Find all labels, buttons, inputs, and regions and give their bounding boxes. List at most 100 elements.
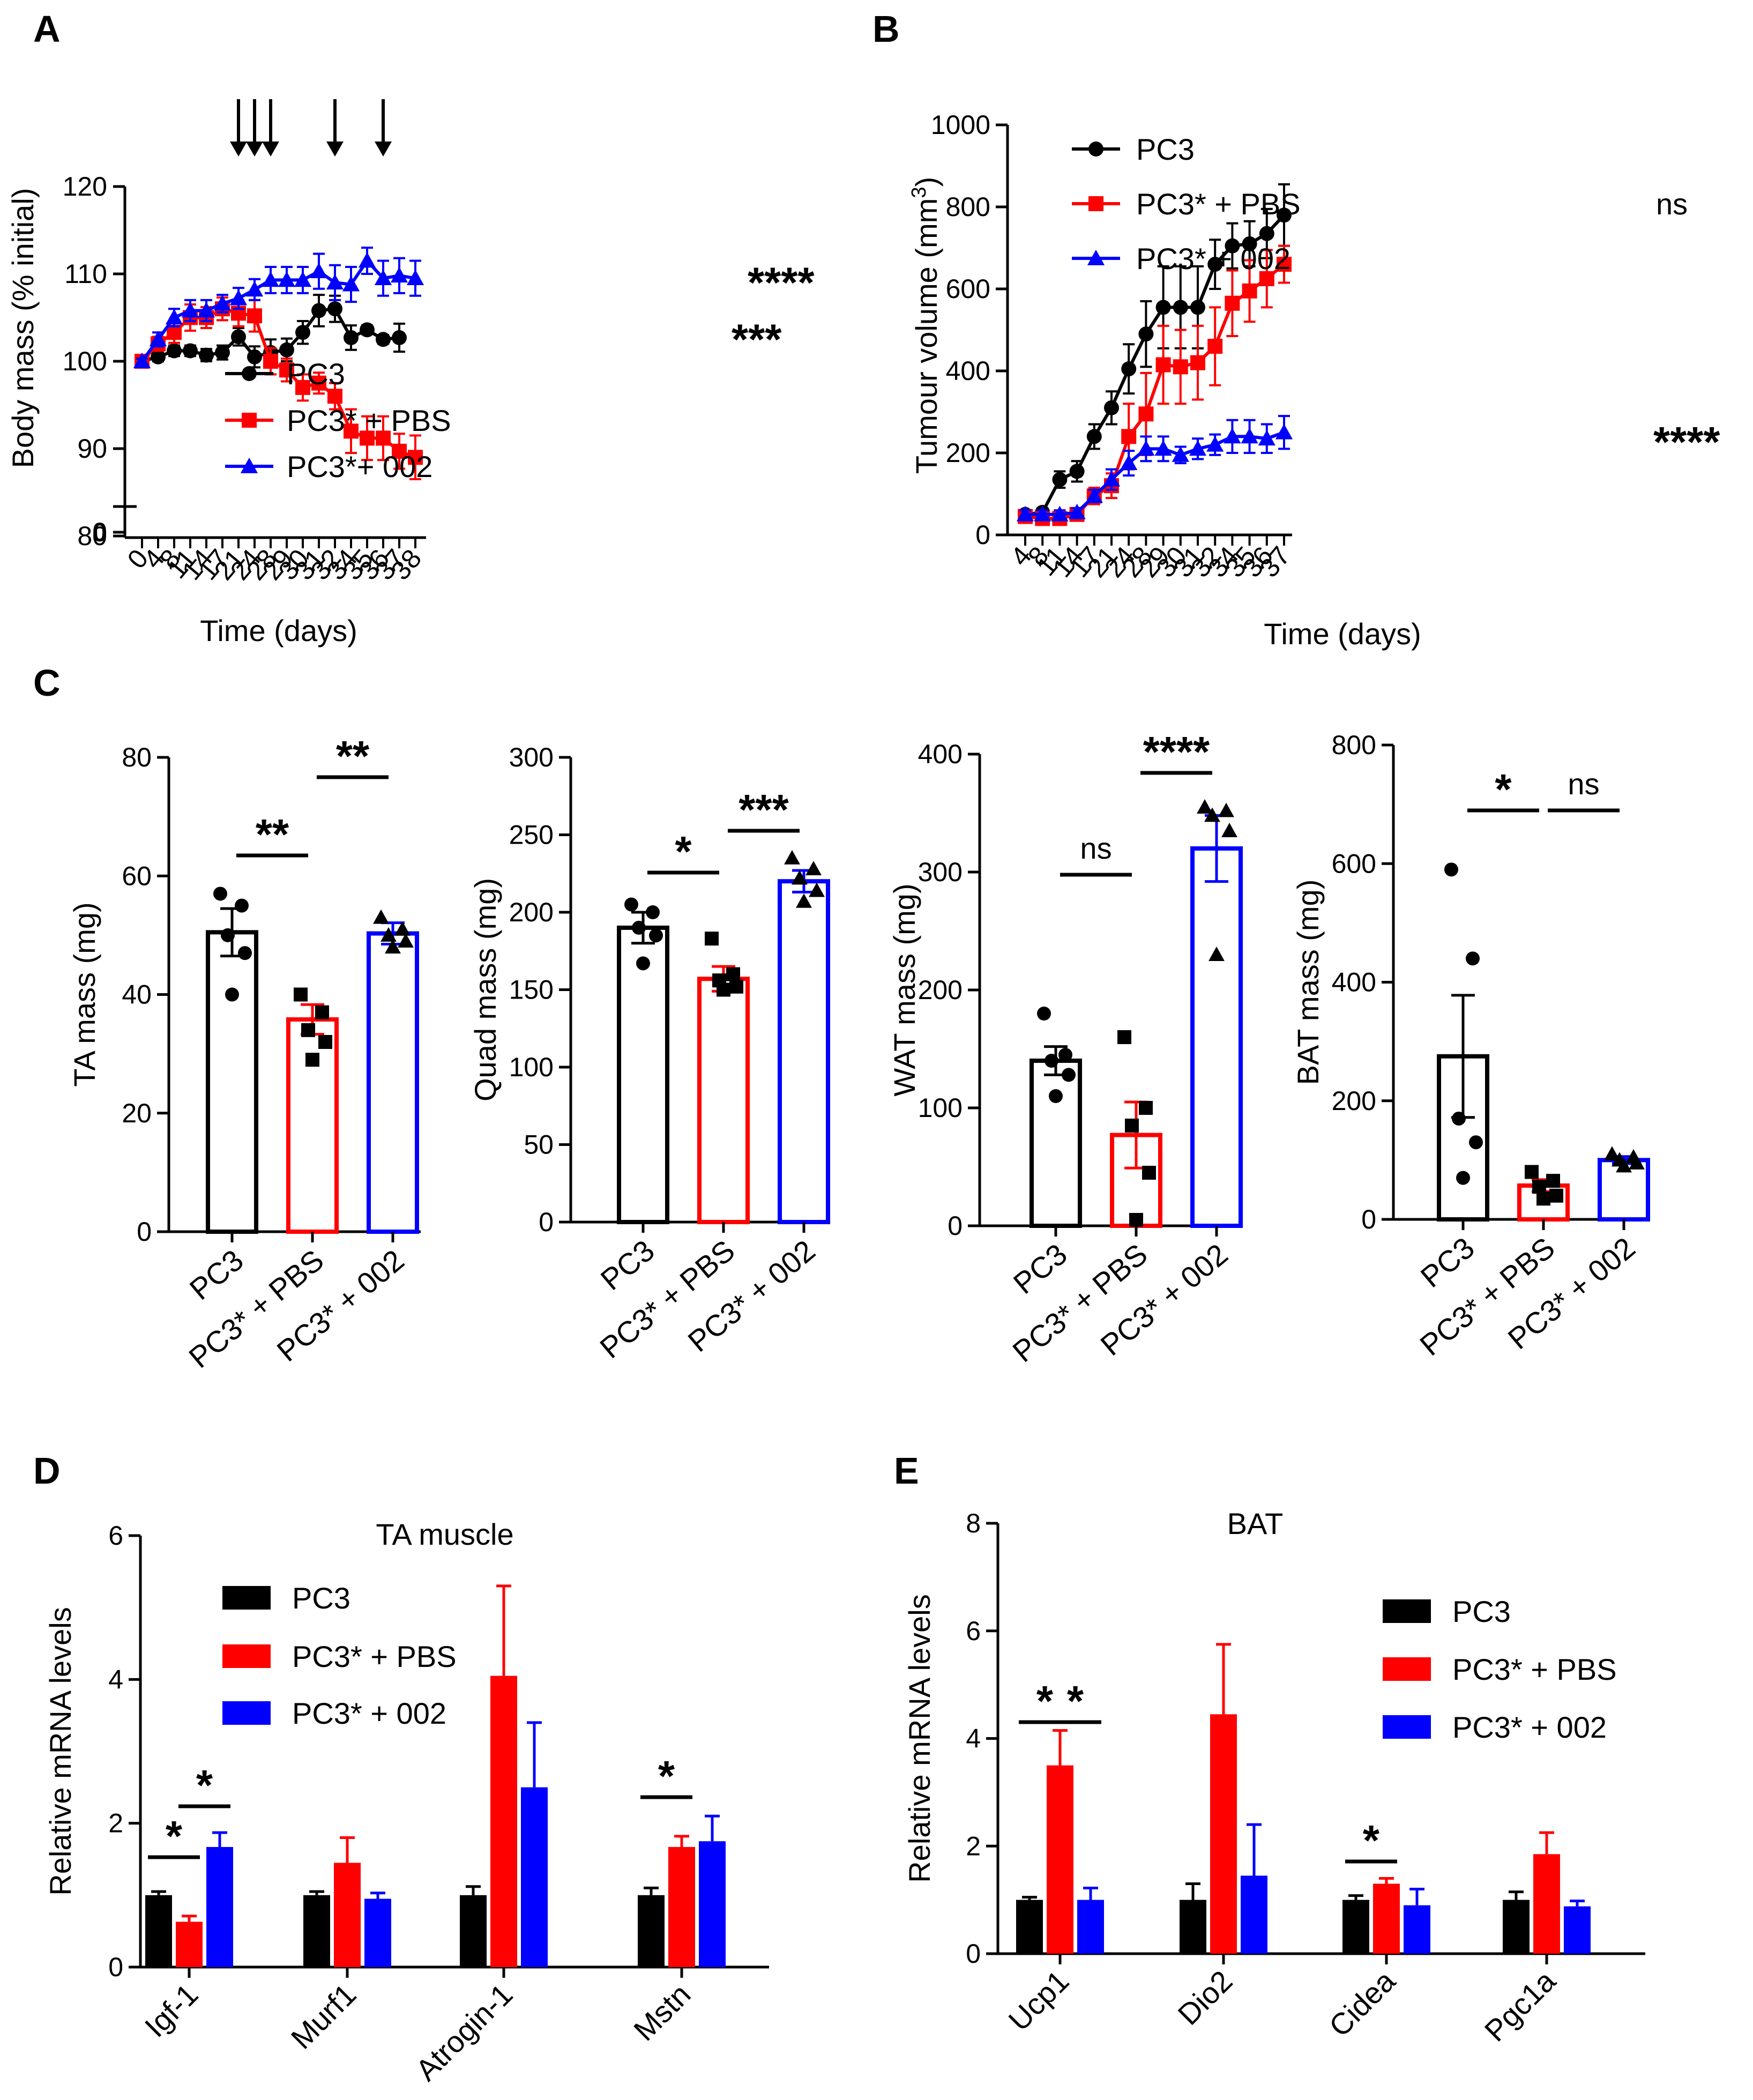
c4-data-point (1525, 1165, 1539, 1179)
a-data-point (247, 349, 262, 364)
b-legend-label: PC3 (1136, 132, 1195, 166)
c4-y-tick-label: 400 (1332, 967, 1376, 997)
e-bar (1373, 1883, 1400, 1954)
c1-bar-2 (286, 1017, 339, 1234)
c3-data-point (1049, 1089, 1063, 1103)
a-legend-marker (240, 457, 258, 473)
c2-data-point (805, 861, 822, 876)
a-data-point (295, 379, 310, 395)
e-y-tick-label: 4 (966, 1724, 981, 1754)
d-bar (668, 1846, 695, 1967)
e-legend-label: PC3* + PBS (1452, 1652, 1617, 1686)
c3-data-point (1129, 1213, 1143, 1227)
b-data-point (1121, 361, 1137, 377)
a-significance-002: **** (748, 258, 815, 306)
a-y-tick-label: 100 (63, 346, 107, 376)
a-data-point (406, 270, 424, 286)
e-y-tick-label: 2 (966, 1831, 981, 1861)
c2-y-axis-title: Quad mass (mg) (468, 878, 502, 1101)
e-y-tick-label: 8 (966, 1508, 981, 1538)
c1-data-point (294, 987, 308, 1002)
c1-data-point (305, 1053, 319, 1067)
a-legend-label: PC3* + PBS (287, 404, 451, 437)
e-bar (1016, 1900, 1043, 1954)
e-x-tick-label: Ucp1 (1002, 1964, 1075, 2037)
e-bar (1077, 1900, 1104, 1954)
d-bar (206, 1846, 233, 1967)
c4-data-point (1629, 1155, 1645, 1170)
c2-data-point (646, 905, 660, 919)
d-bar (334, 1863, 361, 1967)
e-bar (1342, 1900, 1369, 1954)
d-legend-label: PC3* + 002 (292, 1696, 446, 1730)
a-data-point (231, 329, 246, 345)
a-data-point (342, 275, 360, 292)
b-data-point (1173, 300, 1188, 315)
c4-y-tick-label: 600 (1332, 848, 1376, 878)
a-y-axis-title: Body mass (% initial) (6, 188, 40, 468)
b-legend-marker (1088, 196, 1103, 211)
d-y-tick-label: 4 (108, 1664, 123, 1694)
a-data-point (360, 322, 375, 338)
c1-y-tick-label: 80 (122, 742, 152, 772)
c3-data-point (1125, 1119, 1139, 1133)
b-y-axis-title: Tumour volume (mm3) (908, 177, 943, 474)
a-data-point (278, 271, 296, 287)
c3-data-point (1058, 1048, 1072, 1062)
b-data-point (1051, 505, 1069, 522)
b-data-point (1016, 505, 1034, 522)
b-y-tick-label: 400 (946, 356, 990, 386)
e-bar (1533, 1854, 1560, 1954)
b-data-point (1173, 359, 1188, 375)
e-x-tick-label: Dio2 (1171, 1964, 1239, 2031)
c1-data-point (238, 946, 252, 960)
c1-y-tick-label: 60 (122, 861, 152, 891)
a-data-point (390, 267, 408, 283)
a-data-point (376, 332, 391, 347)
panel-label-c: C (33, 662, 61, 704)
a-y-tick-label: 110 (64, 259, 107, 289)
b-data-point (1052, 472, 1068, 487)
e-bar (1503, 1900, 1530, 1954)
c2-data-point (624, 897, 638, 912)
a-x-axis-title: Time (days) (200, 614, 357, 647)
e-bar (1047, 1765, 1073, 1954)
b-data-point (1155, 357, 1171, 373)
e-x-tick-label: Pgc1a (1478, 1963, 1562, 2047)
c3-data-point (1139, 1101, 1153, 1115)
c3-bar-3 (1190, 846, 1243, 1228)
c3-data-point (1204, 807, 1220, 822)
d-x-tick-label: Atrogin-1 (409, 1977, 519, 2087)
c3-y-tick-label: 0 (948, 1211, 963, 1241)
c3-y-axis-title: WAT mass (mg) (887, 883, 921, 1096)
a-y-tick-label: 120 (63, 172, 107, 202)
a-data-point (327, 301, 342, 317)
a-data-point (213, 295, 232, 311)
a-data-point (392, 443, 407, 459)
d-significance: * (658, 1752, 675, 1800)
c2-data-point (792, 870, 808, 885)
b-data-point (1225, 295, 1240, 311)
a-data-point (344, 330, 359, 345)
c2-significance: *** (739, 786, 789, 833)
b-data-point (1259, 226, 1274, 241)
c4-data-point (1452, 1111, 1466, 1126)
b-legend-label: PC3* + PBS (1136, 187, 1301, 221)
c4-data-point (1466, 951, 1480, 966)
b-series-line (1025, 214, 1286, 516)
b-data-point (1172, 446, 1189, 462)
c1-significance: ** (256, 810, 289, 858)
b-y-axis-title-end: ) (909, 177, 943, 187)
a-data-point (310, 263, 328, 278)
a-y-tick-label-zero: 0 (92, 517, 107, 547)
c3-y-tick-label: 100 (918, 1093, 963, 1123)
chart-e-bat-mrna: 0 2 4 6 8 Relative mRNA levels BAT Ucp1 Dio2 Cide… (902, 1507, 1645, 2048)
c2-data-point (809, 882, 825, 897)
d-y-tick-label: 6 (108, 1521, 123, 1551)
a-data-point (360, 430, 375, 446)
c1-data-point (385, 939, 401, 954)
c4-y-tick-label: 800 (1332, 730, 1376, 760)
d-legend-swatch (222, 1644, 271, 1668)
